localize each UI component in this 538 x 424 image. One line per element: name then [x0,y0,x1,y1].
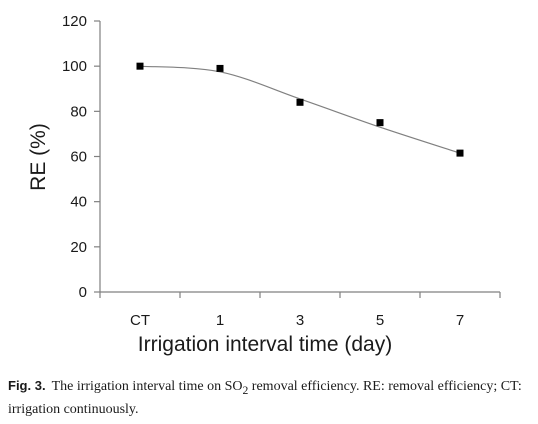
y-tick-label: 120 [62,13,87,30]
data-point [376,119,384,127]
y-tick-label: 60 [70,149,87,166]
figure-caption: Fig. 3. The irrigation interval time on S… [8,376,533,419]
x-tick-label: 3 [296,312,304,329]
figure-label: Fig. 3. [8,378,46,393]
caption-text: The irrigation interval time on SO [51,379,243,394]
y-axis: 0 20 40 60 80 100 120 [62,13,101,301]
y-tick-label: 0 [79,284,87,301]
x-axis: CT 1 3 5 7 [99,291,501,329]
y-tick-label: 20 [70,239,87,256]
y-tick-label: 80 [70,103,87,120]
trendline [139,65,461,154]
x-tick-label: 5 [376,312,384,329]
x-axis-title: Irrigation interval time (day) [138,333,392,356]
data-points [136,62,464,157]
caption-subscript: 2 [242,383,249,397]
data-point [136,62,144,70]
x-tick-label: 1 [216,312,224,329]
y-axis-title: RE (%) [27,123,50,191]
data-point [296,98,304,106]
data-point [456,149,464,157]
caption-text-continued: removal efficiency. RE: removal efficien… [8,379,522,417]
y-tick-label: 40 [70,194,87,211]
y-tick-label: 100 [62,58,87,75]
chart: 0 20 40 60 80 100 120 CT 1 3 5 7 RE (%) Irrigation… [27,13,501,356]
x-tick-label: 7 [456,312,464,329]
x-tick-label: CT [130,312,150,329]
data-point [216,64,224,72]
